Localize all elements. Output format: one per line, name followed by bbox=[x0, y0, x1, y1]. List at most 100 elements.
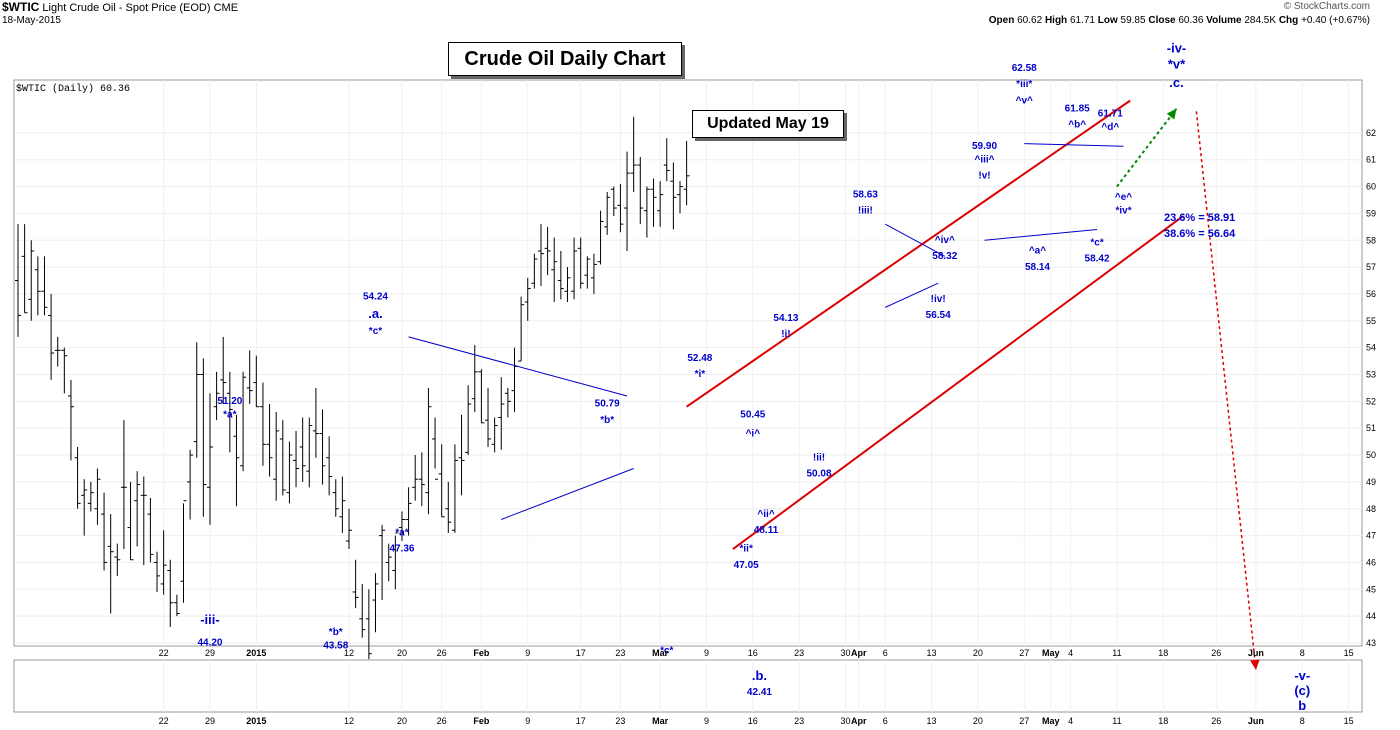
ohlc-bar bbox=[273, 412, 280, 501]
ohlc-bar bbox=[405, 487, 412, 536]
ohlc-bar bbox=[286, 441, 293, 504]
y-tick-label: 60 bbox=[1366, 182, 1376, 192]
wave-label: 54.13 bbox=[773, 313, 798, 324]
ohlc-bar bbox=[597, 210, 604, 265]
ohlc-bar bbox=[524, 277, 531, 321]
ohlc-bar bbox=[610, 186, 617, 217]
ohlc-bar bbox=[134, 471, 141, 547]
volume-value: 284.5K bbox=[1244, 15, 1277, 26]
wave-label: ^v^ bbox=[1016, 95, 1033, 106]
ohlc-bar bbox=[15, 224, 21, 337]
x-tick-label: 18 bbox=[1158, 648, 1168, 658]
wave-label: 58.32 bbox=[932, 251, 957, 262]
lower-panel-label: (c) bbox=[1294, 683, 1310, 698]
ohlc-bar bbox=[114, 543, 121, 576]
wave-label: *v* bbox=[1168, 56, 1186, 71]
ohlc-bar bbox=[425, 387, 432, 515]
x-tick-label: 30 bbox=[840, 648, 850, 658]
ohlc-bar bbox=[504, 387, 511, 418]
y-tick-label: 61 bbox=[1366, 155, 1376, 165]
x-tick-label: 9 bbox=[704, 648, 709, 658]
wave-label: 54.24 bbox=[363, 291, 388, 302]
ohlc-bar bbox=[220, 336, 227, 405]
wave-label: 61.71 bbox=[1098, 109, 1123, 120]
ohlc-bar bbox=[670, 162, 677, 230]
wave-label: 50.08 bbox=[807, 469, 832, 480]
ohlc-bar bbox=[511, 347, 518, 413]
x-tick-label: 26 bbox=[1211, 648, 1221, 658]
x-tick-label-bottom: 20 bbox=[397, 716, 407, 726]
y-tick-label: 57 bbox=[1366, 262, 1376, 272]
ohlc-bar bbox=[637, 157, 644, 225]
wave-label: 47.36 bbox=[389, 544, 414, 555]
x-tick-label-bottom: 26 bbox=[1211, 716, 1221, 726]
projection-down-line-arrowhead bbox=[1250, 659, 1260, 670]
fib-note: 38.6% = 56.64 bbox=[1164, 228, 1236, 240]
wave-label: *i* bbox=[695, 369, 706, 380]
x-tick-label-bottom: 9 bbox=[704, 716, 709, 726]
ohlc-bar bbox=[531, 253, 538, 289]
x-tick-label-bottom: 30 bbox=[840, 716, 850, 726]
ohlc-bar bbox=[147, 498, 154, 563]
x-tick-label: 11 bbox=[1112, 648, 1121, 658]
ohlc-bar bbox=[180, 500, 187, 603]
triangle-line bbox=[884, 223, 946, 257]
x-tick-label-bottom: 18 bbox=[1158, 716, 1168, 726]
chart-legend: $WTIC (Daily) 60.36 bbox=[16, 84, 131, 95]
x-tick-label: 26 bbox=[437, 648, 447, 658]
ohlc-bar bbox=[683, 140, 690, 206]
x-tick-label-bottom: 8 bbox=[1300, 716, 1305, 726]
projection-down-line bbox=[1195, 111, 1257, 670]
ohlc-bar bbox=[193, 342, 200, 458]
ohlc-bar bbox=[154, 551, 161, 592]
x-tick-label: 29 bbox=[205, 648, 215, 658]
ohlc-bar bbox=[432, 417, 439, 480]
ohlc-bar bbox=[557, 250, 564, 300]
ohlc-bar bbox=[48, 293, 55, 380]
wave-label: *a* bbox=[223, 409, 236, 420]
ohlc-bar bbox=[418, 452, 425, 507]
wave-label: *b* bbox=[600, 415, 614, 426]
wave-label: *c* bbox=[660, 646, 673, 657]
x-tick-label-bottom: 23 bbox=[794, 716, 804, 726]
x-tick-label-bottom: 17 bbox=[576, 716, 586, 726]
ohlc-bar bbox=[213, 371, 220, 421]
ohlc-bar bbox=[438, 444, 445, 518]
ohlc-bar bbox=[160, 530, 167, 595]
x-tick-label-bottom: Apr bbox=[851, 716, 867, 726]
x-tick-label: Apr bbox=[851, 648, 867, 658]
y-tick-label: 45 bbox=[1366, 584, 1376, 594]
x-tick-label: 27 bbox=[1019, 648, 1029, 658]
ohlc-bar bbox=[584, 256, 591, 289]
x-tick-label-bottom: 16 bbox=[748, 716, 758, 726]
x-tick-label: 6 bbox=[883, 648, 888, 658]
ohlc-summary: Open 60.62 High 61.71 Low 59.85 Close 60… bbox=[988, 15, 1370, 26]
y-tick-label: 44 bbox=[1366, 611, 1376, 621]
chart-title-box: Crude Oil Daily Chart bbox=[448, 42, 682, 76]
ohlc-bar bbox=[359, 583, 366, 638]
projection-up-line-arrowhead bbox=[1166, 108, 1177, 120]
ohlc-bar bbox=[233, 414, 240, 507]
lower-panel-label: b bbox=[1298, 698, 1306, 713]
ohlc-bar bbox=[451, 444, 458, 533]
x-tick-label-bottom: 12 bbox=[344, 716, 354, 726]
x-tick-label-bottom: Feb bbox=[473, 716, 490, 726]
x-tick-label: 16 bbox=[748, 648, 758, 658]
ohlc-bar bbox=[491, 417, 498, 453]
ohlc-bar bbox=[551, 237, 558, 303]
ohlc-bar bbox=[624, 151, 631, 251]
ohlc-bar bbox=[412, 455, 419, 501]
ohlc-bar bbox=[471, 344, 478, 413]
wave-label: 48.11 bbox=[754, 525, 779, 536]
wave-label: !iv! bbox=[931, 294, 946, 305]
x-tick-label-bottom: 20 bbox=[973, 716, 983, 726]
ohlc-bar bbox=[127, 481, 134, 561]
wave-label: 44.20 bbox=[197, 638, 222, 649]
y-tick-label: 49 bbox=[1366, 477, 1376, 487]
triangle-line bbox=[501, 468, 634, 520]
high-value: 61.71 bbox=[1069, 15, 1095, 26]
wave-label: !i! bbox=[781, 329, 790, 340]
change-value: +0.40 (+0.67%) bbox=[1301, 15, 1370, 26]
ohlc-bar bbox=[167, 559, 174, 627]
